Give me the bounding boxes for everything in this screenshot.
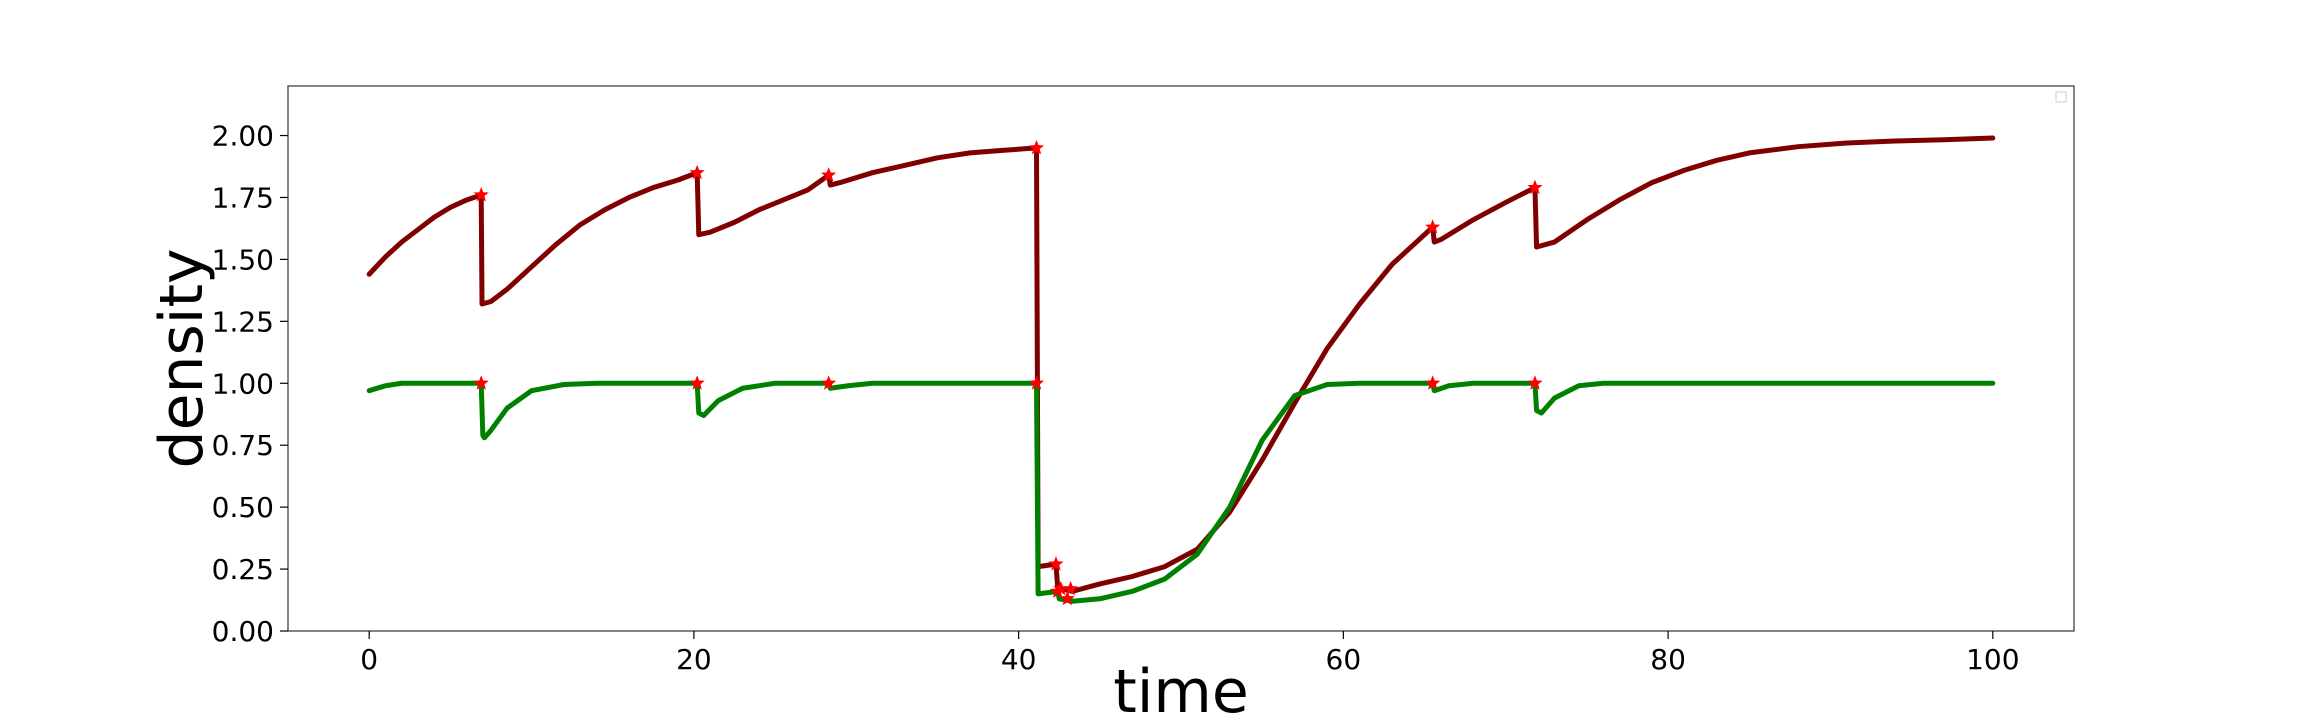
y-tick-label: 1.00	[212, 367, 274, 400]
star-marker	[1062, 580, 1079, 596]
x-axis-title: time	[1113, 657, 1249, 720]
star-marker	[1425, 375, 1441, 390]
series-line-1	[366, 135, 1996, 594]
y-tick-label: 2.00	[212, 120, 274, 153]
star-marker	[821, 375, 837, 390]
y-axis: 0.00 0.25 0.50 0.75 1.00 1.25 1.50 1.75 2.00	[212, 120, 288, 648]
star-marker	[1053, 580, 1069, 596]
marker-layer	[473, 139, 1543, 606]
star-marker	[473, 187, 489, 202]
y-tick-label: 1.50	[212, 243, 274, 276]
series-layer	[366, 135, 1996, 604]
y-tick-label: 0.75	[212, 429, 274, 462]
x-tick-label: 40	[1001, 643, 1037, 676]
x-tick-label: 80	[1650, 643, 1686, 676]
star-marker	[1425, 219, 1441, 234]
star-marker	[1059, 590, 1075, 606]
star-marker	[689, 375, 705, 390]
star-marker	[821, 167, 837, 182]
star-marker	[689, 164, 705, 180]
y-tick-label: 1.75	[212, 181, 274, 214]
y-tick-label: 0.50	[212, 491, 274, 524]
x-tick-label: 60	[1326, 643, 1362, 676]
star-marker	[1048, 556, 1064, 571]
legend-box	[2055, 91, 2067, 103]
star-marker	[1028, 375, 1045, 390]
star-marker	[473, 375, 489, 390]
y-axis-title: density	[147, 249, 217, 469]
series-line-2	[366, 380, 1996, 604]
y-tick-label: 0.25	[212, 553, 274, 586]
y-tick-label: 0.00	[212, 615, 274, 648]
star-marker	[1050, 583, 1066, 598]
x-axis: 0 20 40 60 80 100	[360, 631, 2020, 676]
plot-frame	[287, 85, 2075, 632]
x-tick-label: 20	[676, 643, 712, 676]
star-marker	[1527, 375, 1543, 390]
x-tick-label: 0	[360, 643, 378, 676]
star-marker	[1028, 139, 1045, 155]
y-tick-label: 1.25	[212, 305, 274, 338]
star-marker	[1527, 179, 1543, 195]
x-tick-label: 100	[1966, 643, 2019, 676]
